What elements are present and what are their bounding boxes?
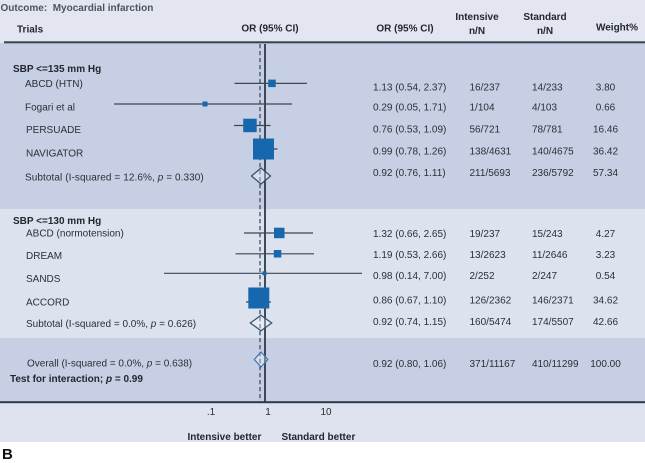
svg-text:211/5693: 211/5693 — [470, 168, 511, 179]
svg-text:0.54: 0.54 — [596, 271, 616, 282]
svg-text:36.42: 36.42 — [593, 147, 618, 158]
svg-text:3.80: 3.80 — [596, 83, 616, 94]
svg-text:SBP <=130 mm Hg: SBP <=130 mm Hg — [13, 216, 101, 227]
svg-text:ABCD (normotension): ABCD (normotension) — [26, 229, 124, 240]
svg-text:410/11299: 410/11299 — [532, 359, 579, 370]
svg-text:15/243: 15/243 — [532, 229, 563, 240]
svg-text:0.29 (0.05, 1.71): 0.29 (0.05, 1.71) — [373, 103, 446, 114]
svg-text:n/N: n/N — [537, 26, 553, 37]
svg-text:Standard: Standard — [523, 12, 566, 23]
svg-text:13/2623: 13/2623 — [470, 250, 507, 261]
svg-text:Test for interaction; p = 0.99: Test for interaction; p = 0.99 — [10, 374, 143, 385]
svg-text:1: 1 — [265, 407, 271, 418]
svg-text:2/252: 2/252 — [470, 271, 495, 282]
svg-text:Intensive: Intensive — [455, 12, 499, 23]
svg-text:1/104: 1/104 — [470, 103, 495, 114]
svg-text:.1: .1 — [207, 407, 216, 418]
svg-text:0.76 (0.53, 1.09): 0.76 (0.53, 1.09) — [373, 125, 446, 136]
svg-text:4.27: 4.27 — [596, 229, 616, 240]
svg-text:Outcome: Myocardial infarctio: Outcome: Myocardial infarction — [1, 3, 154, 14]
svg-text:0.92 (0.76, 1.11): 0.92 (0.76, 1.11) — [373, 168, 446, 179]
svg-text:16.46: 16.46 — [593, 125, 618, 136]
svg-text:0.92 (0.80, 1.06): 0.92 (0.80, 1.06) — [373, 359, 446, 370]
svg-text:56/721: 56/721 — [470, 125, 501, 136]
svg-text:4/103: 4/103 — [532, 103, 557, 114]
svg-text:146/2371: 146/2371 — [532, 296, 574, 307]
svg-text:236/5792: 236/5792 — [532, 168, 574, 179]
svg-text:1.19 (0.53, 2.66): 1.19 (0.53, 2.66) — [373, 250, 446, 261]
svg-text:OR (95% CI): OR (95% CI) — [376, 24, 433, 35]
svg-text:SANDS: SANDS — [26, 274, 61, 285]
svg-text:371/11167: 371/11167 — [470, 359, 516, 370]
svg-text:n/N: n/N — [469, 26, 485, 37]
svg-text:100.00: 100.00 — [590, 359, 621, 370]
svg-text:10: 10 — [320, 407, 332, 418]
svg-text:126/2362: 126/2362 — [470, 296, 512, 307]
svg-text:NAVIGATOR: NAVIGATOR — [26, 149, 83, 160]
svg-text:0.66: 0.66 — [596, 103, 616, 114]
svg-text:174/5507: 174/5507 — [532, 317, 574, 328]
svg-text:PERSUADE: PERSUADE — [26, 125, 81, 136]
svg-text:1.13 (0.54, 2.37): 1.13 (0.54, 2.37) — [373, 83, 446, 94]
svg-text:0.86 (0.67, 1.10): 0.86 (0.67, 1.10) — [373, 296, 446, 307]
svg-text:0.92 (0.74, 1.15): 0.92 (0.74, 1.15) — [373, 317, 446, 328]
svg-text:OR (95% CI): OR (95% CI) — [241, 24, 298, 35]
svg-text:19/237: 19/237 — [470, 229, 501, 240]
svg-text:0.99 (0.78, 1.26): 0.99 (0.78, 1.26) — [373, 147, 446, 158]
svg-text:138/4631: 138/4631 — [470, 147, 512, 158]
svg-text:ABCD (HTN): ABCD (HTN) — [25, 79, 83, 90]
svg-text:Subtotal (I-squared = 12.6%,: Subtotal (I-squared = 12.6%, p = 0.330) — [25, 173, 204, 184]
svg-text:57.34: 57.34 — [593, 168, 618, 179]
svg-text:14/233: 14/233 — [532, 83, 563, 94]
svg-text:11/2646: 11/2646 — [532, 250, 568, 261]
svg-text:16/237: 16/237 — [470, 83, 501, 94]
svg-text:Trials: Trials — [17, 25, 44, 36]
svg-text:3.23: 3.23 — [596, 250, 616, 261]
svg-text:Weight%: Weight% — [596, 22, 638, 33]
svg-text:ACCORD: ACCORD — [26, 298, 69, 309]
svg-text:140/4675: 140/4675 — [532, 147, 574, 158]
svg-text:2/247: 2/247 — [532, 271, 557, 282]
svg-text:78/781: 78/781 — [532, 125, 563, 136]
svg-text:Intensive better: Intensive better — [187, 432, 261, 443]
svg-text:DREAM: DREAM — [26, 251, 62, 262]
svg-text:160/5474: 160/5474 — [470, 317, 512, 328]
svg-text:Fogari et al: Fogari et al — [25, 103, 75, 114]
svg-text:34.62: 34.62 — [593, 296, 618, 307]
svg-text:SBP <=135 mm Hg: SBP <=135 mm Hg — [13, 64, 101, 75]
svg-text:0.98 (0.14, 7.00): 0.98 (0.14, 7.00) — [373, 271, 446, 282]
svg-text:B: B — [2, 446, 13, 463]
svg-text:Overall (I-squared = 0.0%, p: Overall (I-squared = 0.0%, p = 0.638) — [27, 359, 192, 370]
svg-text:Standard better: Standard better — [281, 432, 355, 443]
svg-text:1.32 (0.66, 2.65): 1.32 (0.66, 2.65) — [373, 229, 446, 240]
svg-text:Subtotal (I-squared = 0.0%, p: Subtotal (I-squared = 0.0%, p = 0.626) — [26, 319, 196, 330]
svg-text:42.66: 42.66 — [593, 317, 618, 328]
